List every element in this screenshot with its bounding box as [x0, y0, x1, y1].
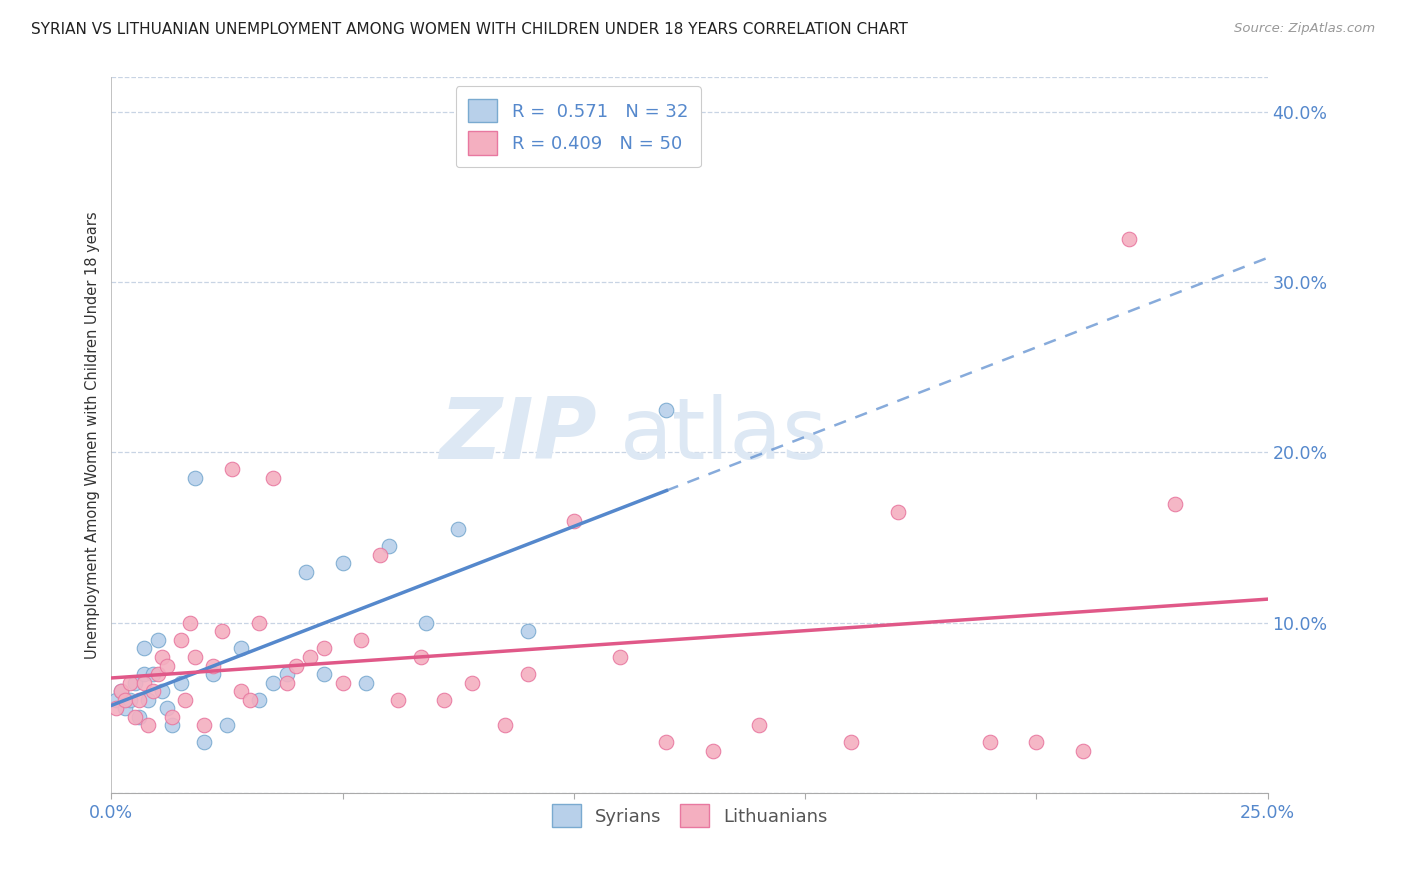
Point [886, 505, 908, 519]
Point [299, 650, 322, 665]
Point [110, 684, 132, 698]
Point [262, 675, 284, 690]
Point [183, 650, 205, 665]
Point [114, 692, 136, 706]
Point [128, 709, 150, 723]
Legend: Syrians, Lithuanians: Syrians, Lithuanians [544, 797, 835, 834]
Point [562, 514, 585, 528]
Point [138, 718, 160, 732]
Point [179, 615, 201, 630]
Point [655, 402, 678, 417]
Point [146, 667, 169, 681]
Point [609, 650, 631, 665]
Point [285, 658, 308, 673]
Point [124, 709, 146, 723]
Point [249, 615, 271, 630]
Point [1071, 744, 1094, 758]
Point [276, 675, 298, 690]
Point [221, 462, 243, 476]
Point [239, 692, 262, 706]
Point [138, 692, 160, 706]
Point [142, 667, 165, 681]
Point [332, 556, 354, 570]
Point [1025, 735, 1047, 749]
Point [132, 641, 155, 656]
Point [105, 692, 128, 706]
Point [215, 718, 238, 732]
Point [332, 675, 354, 690]
Point [433, 692, 456, 706]
Point [378, 539, 401, 553]
Point [174, 692, 197, 706]
Point [160, 709, 183, 723]
Point [262, 471, 284, 485]
Point [702, 744, 724, 758]
Point [276, 667, 298, 681]
Point [415, 615, 437, 630]
Point [748, 718, 770, 732]
Point [354, 675, 377, 690]
Point [1118, 232, 1140, 246]
Point [118, 675, 141, 690]
Point [249, 692, 271, 706]
Point [128, 692, 150, 706]
Point [170, 675, 193, 690]
Point [494, 718, 516, 732]
Point [193, 718, 215, 732]
Point [1164, 497, 1187, 511]
Point [368, 548, 391, 562]
Point [314, 667, 336, 681]
Text: Source: ZipAtlas.com: Source: ZipAtlas.com [1234, 22, 1375, 36]
Point [350, 632, 373, 647]
Point [841, 735, 863, 749]
Point [294, 565, 316, 579]
Point [516, 624, 538, 639]
Point [979, 735, 1001, 749]
Point [114, 701, 136, 715]
Point [156, 701, 179, 715]
Point [211, 624, 233, 639]
Point [142, 684, 165, 698]
Point [516, 667, 538, 681]
Point [132, 675, 155, 690]
Point [229, 684, 252, 698]
Text: ZIP: ZIP [440, 394, 598, 477]
Point [146, 632, 169, 647]
Point [229, 641, 252, 656]
Text: atlas: atlas [620, 394, 828, 477]
Point [193, 735, 215, 749]
Point [160, 718, 183, 732]
Point [655, 735, 678, 749]
Point [150, 684, 173, 698]
Point [447, 522, 470, 536]
Point [183, 471, 205, 485]
Point [411, 650, 433, 665]
Point [124, 675, 146, 690]
Point [461, 675, 484, 690]
Point [202, 658, 225, 673]
Text: SYRIAN VS LITHUANIAN UNEMPLOYMENT AMONG WOMEN WITH CHILDREN UNDER 18 YEARS CORRE: SYRIAN VS LITHUANIAN UNEMPLOYMENT AMONG … [31, 22, 908, 37]
Point [387, 692, 409, 706]
Point [202, 667, 225, 681]
Point [170, 632, 193, 647]
Point [156, 658, 179, 673]
Point [105, 701, 128, 715]
Point [118, 692, 141, 706]
Point [132, 667, 155, 681]
Point [150, 650, 173, 665]
Y-axis label: Unemployment Among Women with Children Under 18 years: Unemployment Among Women with Children U… [86, 211, 100, 659]
Point [314, 641, 336, 656]
Point [110, 684, 132, 698]
